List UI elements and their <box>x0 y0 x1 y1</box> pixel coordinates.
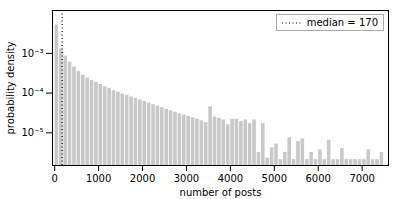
svg-text:1000: 1000 <box>86 173 111 184</box>
svg-text:probability density: probability density <box>5 41 16 134</box>
svg-text:3000: 3000 <box>174 173 199 184</box>
svg-text:5000: 5000 <box>262 173 287 184</box>
svg-text:0: 0 <box>52 173 58 184</box>
html-text:median = 170: median = 170 <box>306 17 378 28</box>
svg-text:4000: 4000 <box>218 173 243 184</box>
svg-text:10⁻⁴: 10⁻⁴ <box>21 87 43 98</box>
svg-text:6000: 6000 <box>305 173 330 184</box>
svg-text:number of posts: number of posts <box>180 187 262 198</box>
svg-text:7000: 7000 <box>349 173 374 184</box>
svg-text:10⁻³: 10⁻³ <box>21 48 43 59</box>
svg-text:2000: 2000 <box>130 173 155 184</box>
svg-text:10⁻⁵: 10⁻⁵ <box>21 127 43 138</box>
